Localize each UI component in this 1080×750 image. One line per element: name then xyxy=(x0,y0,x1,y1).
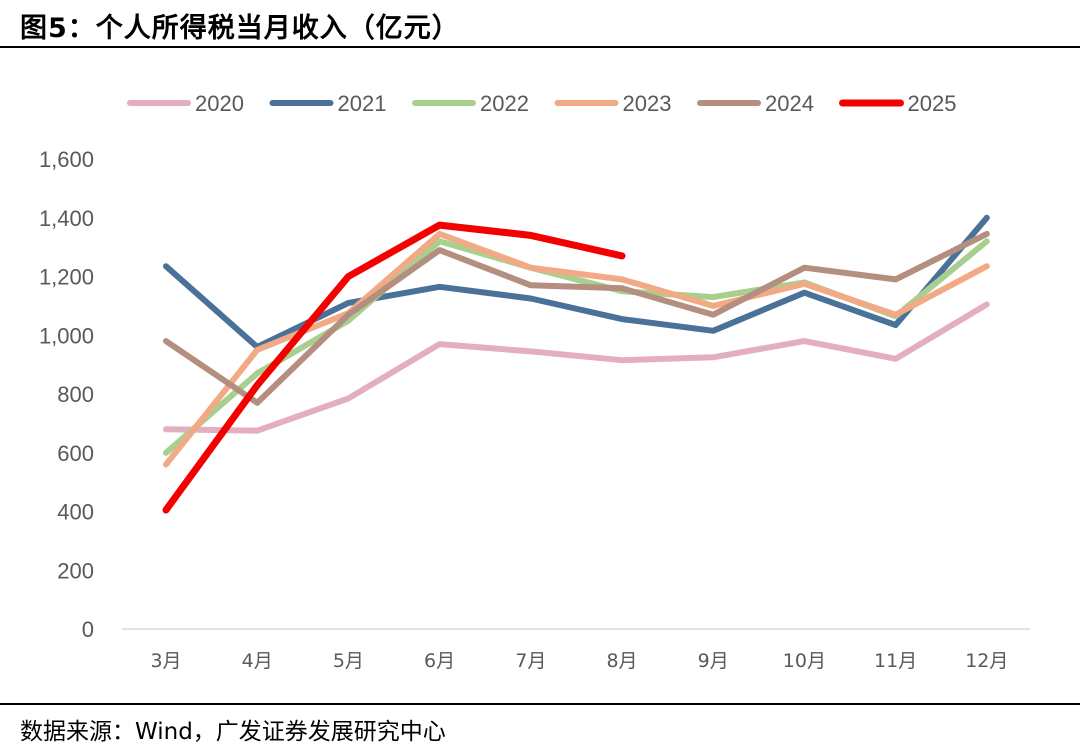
chart-legend: 2020 2021 2022 2023 2024 2025 xyxy=(127,91,957,116)
y-tick-label: 200 xyxy=(57,558,94,583)
title-rule xyxy=(0,46,1080,48)
figure-source: 数据来源：Wind，广发证券发展研究中心 xyxy=(20,712,446,746)
x-tick-label: 12月 xyxy=(965,650,1008,672)
x-tick-label: 3月 xyxy=(150,650,181,672)
x-tick-label: 8月 xyxy=(606,650,637,672)
y-axis: 0 200 400 600 800 1,000 1,200 1,400 1,600 xyxy=(39,147,94,642)
series-line-2020 xyxy=(163,301,990,434)
series-line-2024 xyxy=(163,230,990,406)
y-tick-label: 0 xyxy=(82,617,94,642)
y-tick-label: 1,600 xyxy=(39,147,94,172)
source-text: Wind，广发证券发展研究中心 xyxy=(135,719,446,745)
figure-header: 图5：个人所得税当月收入（亿元） xyxy=(0,0,1080,48)
y-tick-label: 1,200 xyxy=(39,265,94,290)
x-tick-label: 4月 xyxy=(242,650,273,672)
y-tick-label: 1,000 xyxy=(39,323,94,348)
series-layer xyxy=(162,214,990,514)
source-label: 数据来源： xyxy=(20,719,135,745)
x-tick-label: 6月 xyxy=(424,650,455,672)
x-tick-label: 5月 xyxy=(333,650,364,672)
x-tick-label: 9月 xyxy=(698,650,729,672)
y-tick-label: 1,400 xyxy=(39,206,94,231)
legend-label-2021: 2021 xyxy=(338,91,387,116)
y-tick-label: 800 xyxy=(57,382,94,407)
legend-label-2023: 2023 xyxy=(623,91,672,116)
figure-title: 图5：个人所得税当月收入（亿元） xyxy=(20,13,460,44)
x-axis: 3月 4月 5月 6月 7月 8月 9月 10月 11月 12月 xyxy=(122,628,1030,672)
series-line-2021 xyxy=(163,214,990,350)
source-rule xyxy=(0,703,1080,705)
series-line-2025 xyxy=(162,221,626,514)
y-tick-label: 600 xyxy=(57,441,94,466)
line-chart: 2020 2021 2022 2023 2024 2025 0 200 400 600 800 1,… xyxy=(39,91,1030,672)
x-tick-label: 10月 xyxy=(783,650,826,672)
legend-label-2025: 2025 xyxy=(908,91,957,116)
legend-label-2020: 2020 xyxy=(195,91,244,116)
x-tick-label: 7月 xyxy=(515,650,546,672)
legend-label-2022: 2022 xyxy=(480,91,529,116)
legend-label-2024: 2024 xyxy=(765,91,814,116)
x-tick-label: 11月 xyxy=(874,650,917,672)
y-tick-label: 400 xyxy=(57,500,94,525)
